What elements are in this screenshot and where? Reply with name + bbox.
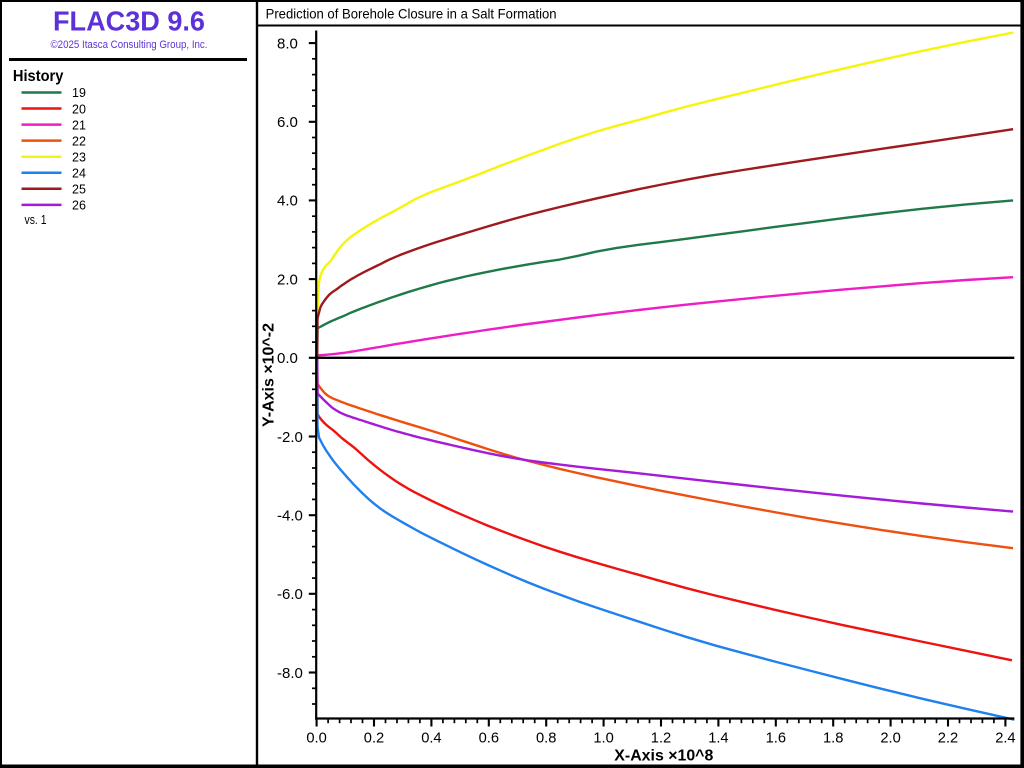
svg-text:0.6: 0.6 bbox=[479, 730, 499, 746]
svg-text:0.0: 0.0 bbox=[306, 730, 326, 746]
svg-text:1.4: 1.4 bbox=[708, 730, 728, 746]
svg-text:-6.0: -6.0 bbox=[277, 586, 303, 603]
svg-text:FLAC3D 9.6: FLAC3D 9.6 bbox=[53, 6, 205, 37]
svg-text:21: 21 bbox=[72, 118, 86, 132]
svg-text:0.2: 0.2 bbox=[364, 730, 384, 746]
svg-text:History: History bbox=[13, 68, 64, 85]
svg-text:0.4: 0.4 bbox=[421, 730, 441, 746]
svg-text:2.4: 2.4 bbox=[995, 730, 1015, 746]
svg-text:Prediction of Borehole Closure: Prediction of Borehole Closure in a Salt… bbox=[266, 6, 557, 22]
svg-text:8.0: 8.0 bbox=[277, 35, 298, 52]
svg-text:0.8: 0.8 bbox=[536, 730, 556, 746]
svg-text:1.8: 1.8 bbox=[823, 730, 843, 746]
svg-text:26: 26 bbox=[72, 199, 86, 213]
svg-text:24: 24 bbox=[72, 166, 86, 180]
svg-text:2.2: 2.2 bbox=[938, 730, 958, 746]
svg-text:4.0: 4.0 bbox=[277, 193, 298, 210]
svg-text:vs. 1: vs. 1 bbox=[25, 212, 47, 227]
svg-text:1.0: 1.0 bbox=[593, 730, 613, 746]
svg-text:1.6: 1.6 bbox=[766, 730, 786, 746]
svg-text:6.0: 6.0 bbox=[277, 114, 298, 131]
svg-text:22: 22 bbox=[72, 134, 86, 148]
svg-text:Y-Axis ×10^-2: Y-Axis ×10^-2 bbox=[260, 323, 277, 427]
svg-text:0.0: 0.0 bbox=[277, 350, 298, 367]
svg-text:19: 19 bbox=[72, 86, 86, 100]
svg-text:2.0: 2.0 bbox=[277, 271, 298, 288]
svg-text:1.2: 1.2 bbox=[651, 730, 671, 746]
svg-text:X-Axis ×10^8: X-Axis ×10^8 bbox=[614, 748, 713, 765]
svg-text:-8.0: -8.0 bbox=[277, 665, 303, 682]
svg-text:©2025 Itasca Consulting Group,: ©2025 Itasca Consulting Group, Inc. bbox=[51, 39, 208, 51]
svg-text:25: 25 bbox=[72, 183, 86, 197]
svg-text:2.0: 2.0 bbox=[880, 730, 900, 746]
svg-text:23: 23 bbox=[72, 150, 86, 164]
svg-text:-2.0: -2.0 bbox=[277, 429, 303, 446]
svg-text:-4.0: -4.0 bbox=[277, 508, 303, 525]
svg-text:20: 20 bbox=[72, 102, 86, 116]
